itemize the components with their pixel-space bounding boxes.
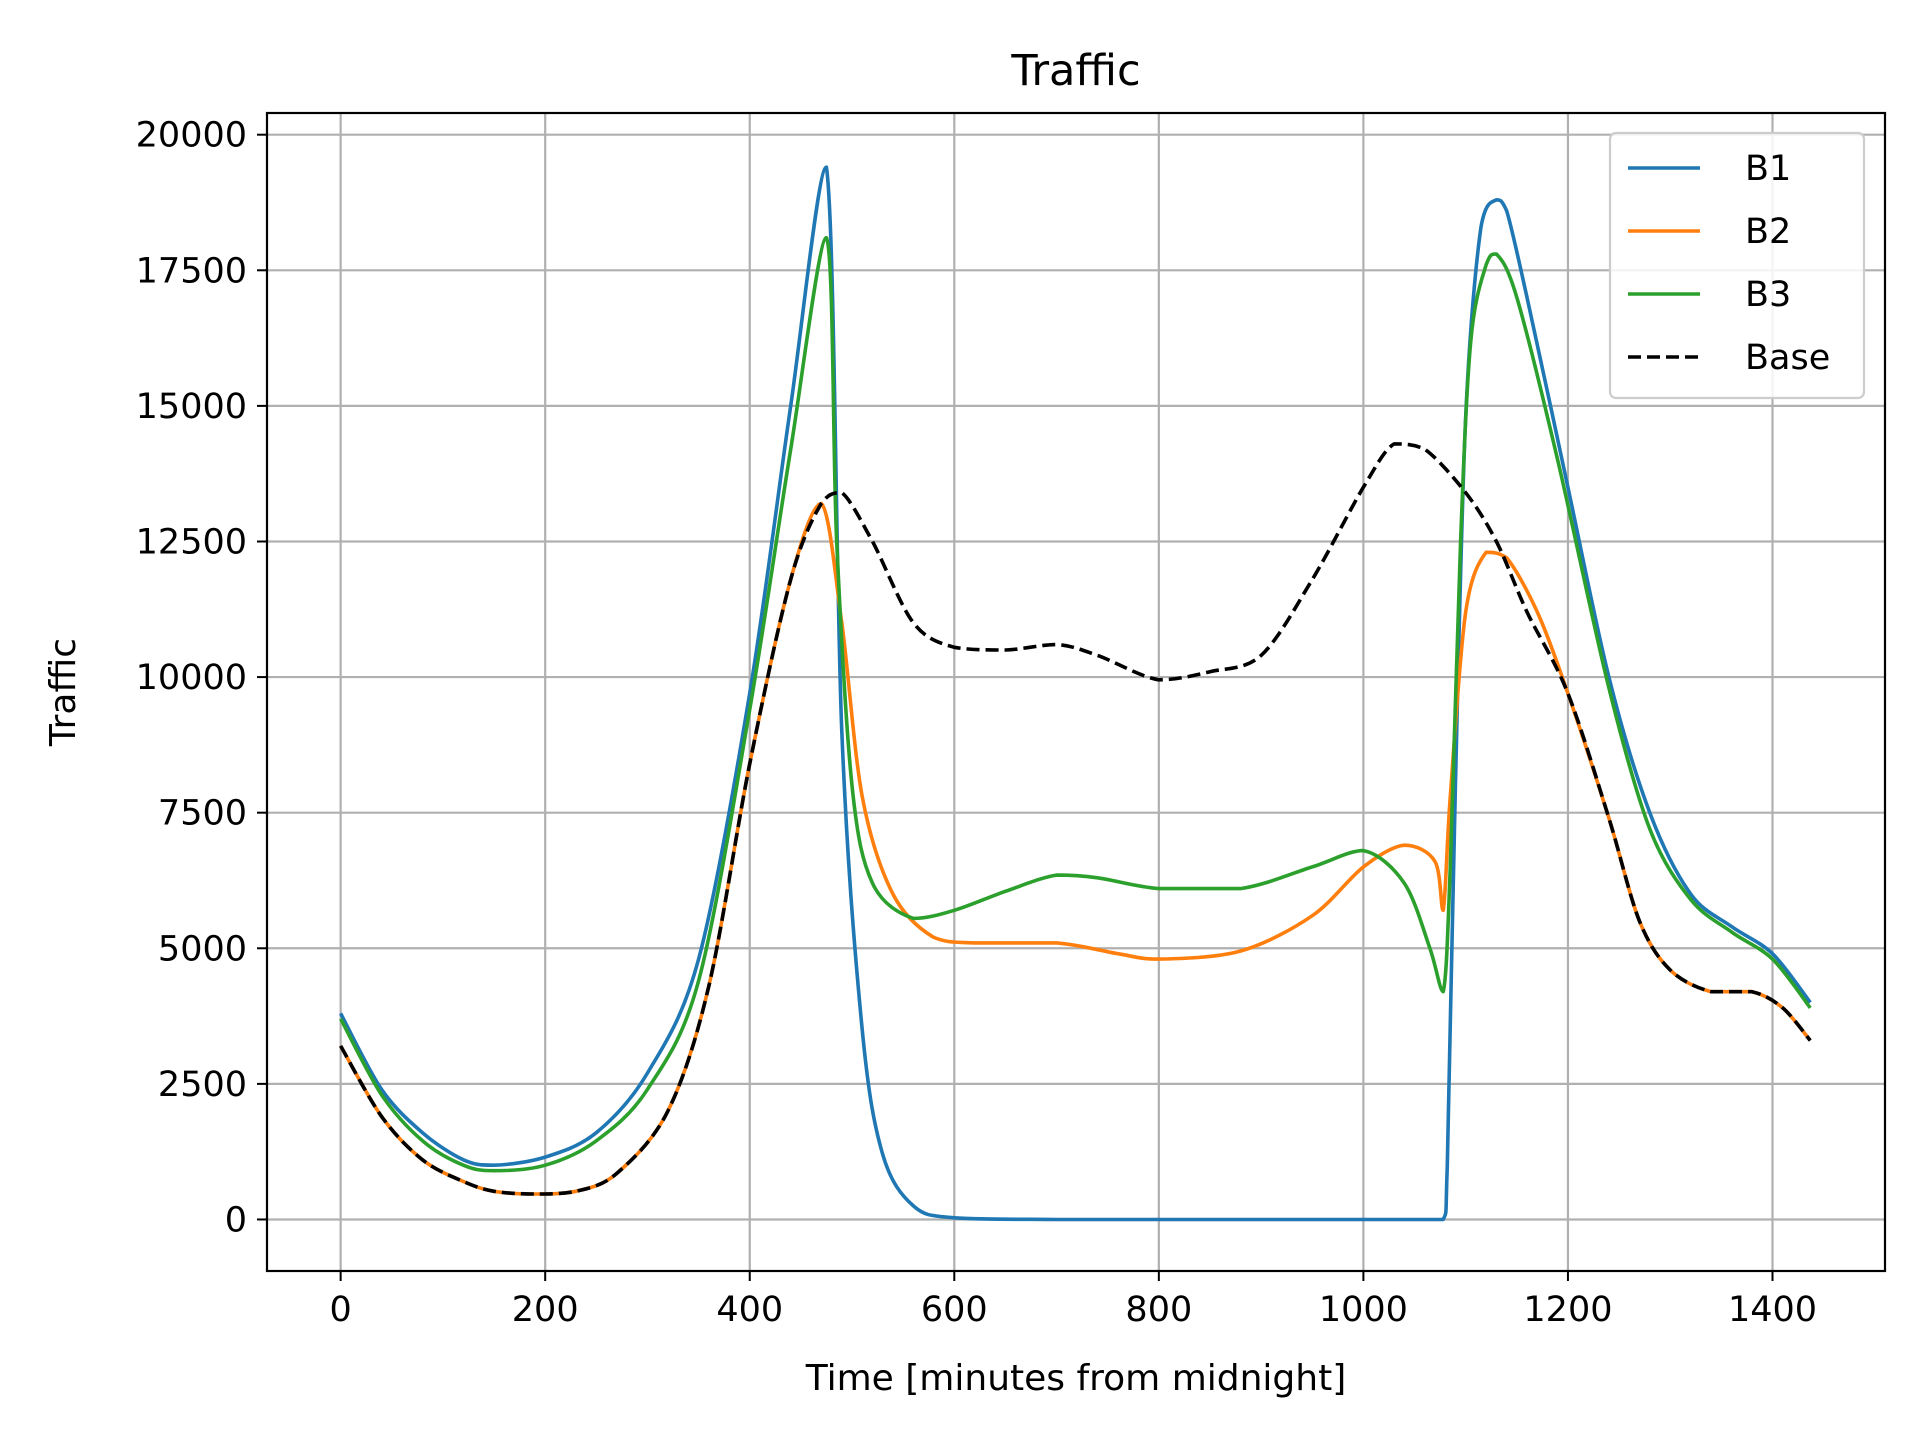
x-tick-label: 1400 — [1728, 1290, 1817, 1330]
series-lines — [339, 165, 1812, 1222]
y-tick-label: 7500 — [158, 794, 247, 834]
plot-frame — [265, 111, 1887, 1273]
x-tick-label: 800 — [1125, 1290, 1192, 1330]
chart-title: Traffic — [1010, 46, 1140, 96]
legend-label-b2: B2 — [1745, 212, 1791, 252]
y-axis-label: Traffic — [43, 638, 84, 747]
y-tick-label: 0 — [225, 1200, 247, 1240]
axis-ticks: 0 200 400 600 800 1000 1200 1400 0 2500 5000 7500 10… — [136, 116, 1817, 1330]
x-tick-label: 1200 — [1523, 1290, 1612, 1330]
series-line-base — [339, 442, 1812, 1196]
series-line-b3 — [339, 235, 1812, 1173]
legend: B1 B2 B3 Base — [1608, 131, 1866, 400]
y-tick-label: 12500 — [136, 522, 247, 562]
legend-label-base: Base — [1745, 338, 1830, 378]
y-tick-label: 2500 — [158, 1065, 247, 1105]
y-tick-label: 5000 — [158, 929, 247, 969]
y-tick-label: 20000 — [136, 116, 247, 156]
y-tick-label: 15000 — [136, 387, 247, 427]
x-tick-label: 600 — [921, 1290, 988, 1330]
legend-label-b3: B3 — [1745, 275, 1791, 315]
x-tick-label: 200 — [512, 1290, 579, 1330]
series-line-b1 — [339, 165, 1812, 1222]
x-tick-label: 400 — [716, 1290, 783, 1330]
x-axis-label: Time [minutes from midnight] — [805, 1358, 1347, 1399]
y-tick-label: 10000 — [136, 658, 247, 698]
y-tick-label: 17500 — [136, 251, 247, 291]
x-tick-label: 1000 — [1319, 1290, 1408, 1330]
legend-box — [1608, 131, 1866, 400]
legend-label-b1: B1 — [1745, 149, 1791, 189]
x-tick-label: 0 — [329, 1290, 351, 1330]
